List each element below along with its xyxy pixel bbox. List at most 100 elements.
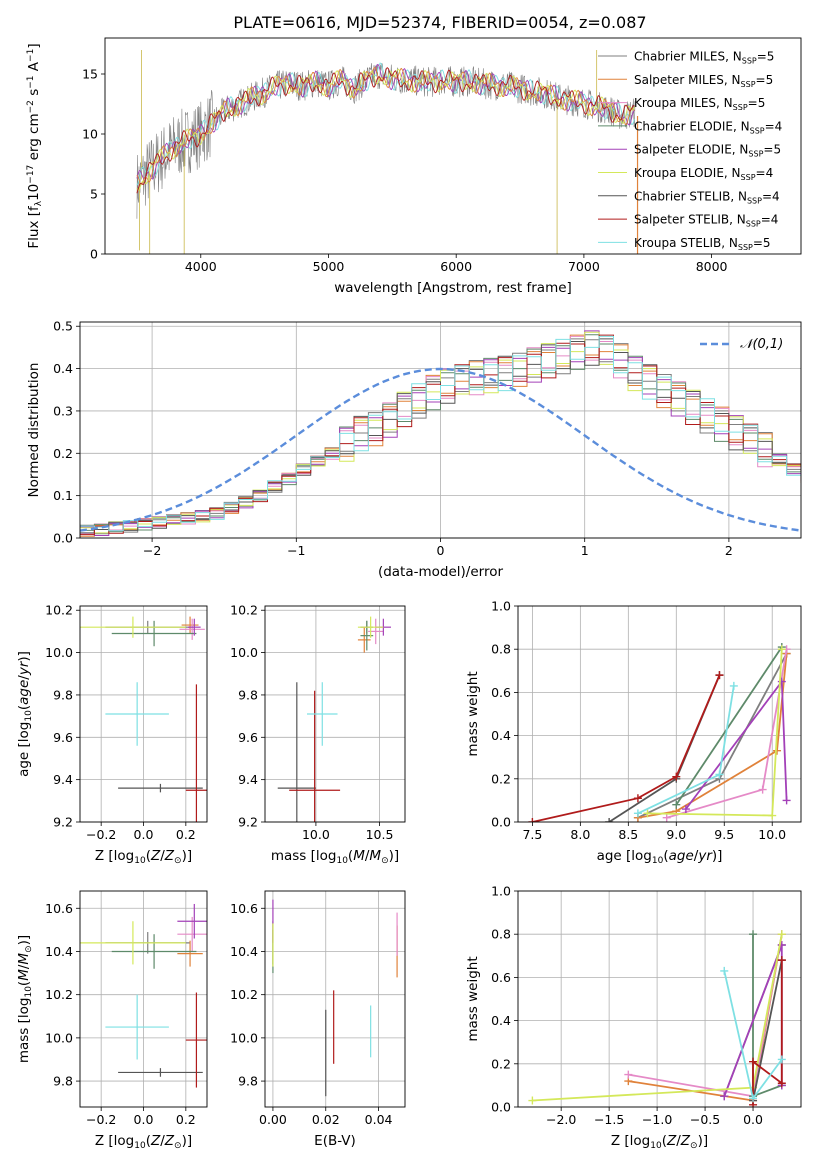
histogram-step-kroupa_miles [80,335,801,535]
weight-marker-kroupa_elodie [768,811,777,820]
weight-marker-kroupa_miles [758,785,767,794]
x-tick-label: 0.00 [259,1112,287,1127]
weight-marker-kroupa_miles [624,1070,633,1079]
x-tick-label: 0.0 [134,1112,154,1127]
y-tick-label: 9.8 [53,1074,73,1089]
axes-frame [104,37,802,255]
x-tick-label: −0.2 [86,827,116,842]
x-tick-label: 0.2 [176,1112,196,1127]
x-tick-label: 0.2 [176,827,196,842]
weight-marker-chabrier_stelib [605,818,614,822]
weight-marker-salpeter_stelib [672,772,681,781]
x-tick-label: −2.0 [546,1112,576,1127]
x-tick-label: −1.5 [594,1112,624,1127]
y-tick-label: 0.6 [491,685,511,700]
weight-marker-kroupa_stelib [729,681,738,690]
y-tick-label: 0.1 [53,488,73,503]
weight-marker-salpeter_stelib [749,1057,758,1066]
x-tick-label: 4000 [185,259,217,274]
y-tick-label: 15 [82,67,98,82]
weight-marker-salpeter_elodie [720,1092,729,1101]
x-tick-label: −0.5 [690,1112,720,1127]
panel-2: −2 −1 0 1 2 0.0 0.1 0.2 0.3 0.4 0.5 𝒩(0,1) (data-mod… [26,319,802,580]
y-tick-label: 10.6 [230,901,258,916]
y-tick-label: 10.4 [230,944,258,959]
y-tick-label: 0.2 [491,1056,511,1071]
weight-marker-kroupa_elodie [643,809,652,818]
legend-entry: Kroupa MILES, NSSP=5 [634,96,765,112]
x-axis-label: age [log10(age/yr)] [597,848,723,866]
axes-frame [264,890,406,1108]
y-tick-label: 0.2 [491,771,511,786]
legend-entry: Kroupa ELODIE, NSSP=4 [634,166,773,182]
model-fit-line [136,68,635,191]
y-tick-label: 9.6 [238,730,258,745]
x-tick-label: 9.0 [666,827,686,842]
x-tick-label: 7.5 [522,827,542,842]
y-tick-label: 0.4 [491,728,511,743]
y-tick-label: 0.4 [491,1013,511,1028]
y-tick-label: 5 [90,187,98,202]
y-tick-label: 10.0 [45,1030,73,1045]
y-tick-label: 0.0 [53,531,73,546]
axes-frame [517,890,802,1108]
y-tick-label: 10.2 [230,987,258,1002]
histogram-step-kroupa_elodie [80,331,801,534]
weight-marker-kroupa_stelib [749,1094,758,1103]
weight-marker-salpeter_stelib [528,818,537,822]
y-tick-label: 0.4 [53,361,73,376]
weight-marker-salpeter_stelib [633,794,642,803]
y-tick-label: 10 [82,127,98,142]
weight-marker-kroupa_elodie [777,930,786,939]
y-tick-label: 9.4 [238,772,258,787]
weight-marker-salpeter_miles [773,746,782,755]
weight-marker-salpeter_stelib [715,671,724,680]
axes-frame [264,605,406,823]
x-axis-label: mass [log10(M/M⊙)] [271,848,399,866]
axes-frame [79,321,802,539]
x-tick-label: 8000 [696,259,728,274]
legend-entry: Salpeter STELIB, NSSP=4 [634,213,778,229]
y-tick-label: 9.2 [238,815,258,830]
histogram-step-kroupa_stelib [80,335,801,532]
normal-curve-line [80,367,801,532]
y-tick-label: 0.5 [53,319,73,334]
legend-entry: Chabrier ELODIE, NSSP=4 [634,119,782,135]
x-axis-label: Z [log10(Z/Z⊙)] [95,1133,192,1151]
x-axis-label: (data-model)/error [378,564,504,580]
weight-line-salpeter_elodie [685,679,788,810]
y-axis-label: age [log10(age/yr)] [16,651,34,777]
x-tick-label: 6000 [440,259,472,274]
x-tick-label: 9.5 [714,827,734,842]
y-tick-label: 10.0 [230,1030,258,1045]
panel-4: 10.0 10.5 9.2 9.4 9.6 9.8 10.0 10.2 mass [log10(… [230,603,406,866]
y-tick-label: 0.2 [53,446,73,461]
legend-entry: Chabrier STELIB, NSSP=4 [634,189,780,205]
x-axis-label: wavelength [Angstrom, rest frame] [334,280,572,296]
y-tick-label: 10.0 [45,645,73,660]
weight-marker-kroupa_stelib [633,809,642,818]
panel-5: 7.5 8.0 8.5 9.0 9.5 10.0 0.0 0.2 0.4 0.6 0.8 1.0 age… [465,599,802,866]
observed-spectrum-line [136,63,636,219]
y-tick-label: 9.6 [53,730,73,745]
x-tick-label: 5000 [313,259,345,274]
weight-marker-kroupa_stelib [777,1055,786,1064]
y-tick-label: 10.2 [45,987,73,1002]
weight-marker-chabrier_elodie [749,930,758,939]
model-fit-line [136,66,635,186]
x-tick-label: 0 [437,543,445,558]
x-tick-label: 0.0 [743,1112,763,1127]
model-fit-line [136,67,635,194]
legend-entry: Chabrier MILES, NSSP=5 [634,50,774,66]
y-tick-label: 10.2 [230,603,258,618]
x-tick-label: 0.0 [134,827,154,842]
legend-entry: Kroupa STELIB, NSSP=5 [634,236,771,252]
y-tick-label: 9.8 [238,687,258,702]
y-tick-label: 10.4 [45,944,73,959]
y-axis-label: mass weight [465,671,481,756]
x-tick-label: 1 [581,543,589,558]
weight-line-salpeter_stelib [752,960,783,1105]
x-tick-label: 7000 [568,259,600,274]
x-tick-label: −1.0 [642,1112,672,1127]
figure-title: PLATE=0616, MJD=52374, FIBERID=0054, z=0… [233,13,646,32]
